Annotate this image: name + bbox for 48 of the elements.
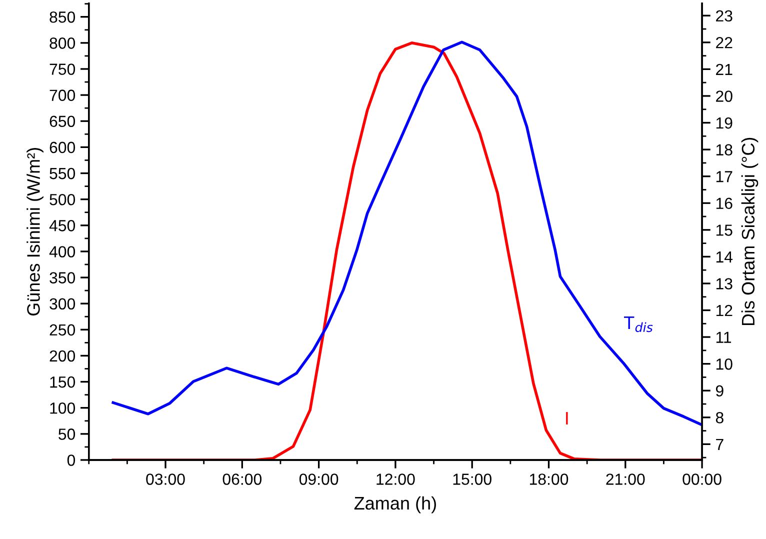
y-tick-label: 450 [49,220,76,232]
y2-tick-label: 16 [716,198,732,210]
y-tick-label: 600 [50,142,76,154]
x-axis-title: Zaman (h) [354,496,436,514]
y-tick-label: 800 [50,38,76,49]
y-tick-label: 350 [50,272,76,284]
y-tick-label: 250 [50,324,76,336]
y2-tick-label: 15 [716,224,732,236]
x-tick-label: 09:00 [299,474,338,485]
y2-tick-label: 12 [716,304,732,316]
y-tick-label: 100 [50,402,76,414]
series-label: T$_{dis}$ [624,316,653,332]
y2-tick-label: 21 [716,64,732,75]
y-tick-label: 750 [50,64,76,75]
y-tick-label: 200 [50,350,76,362]
x-tick-label: 06:00 [222,474,262,485]
series-label: I [566,412,568,424]
y2-axis-title: Dis Ortam Sicakligi (°C) [741,138,758,326]
y-tick-label: 850 [50,11,76,23]
y2-tick-label: 20 [716,90,732,102]
x-tick-label: 18:00 [530,474,568,485]
x-tick-label: 12:00 [376,474,415,485]
y2-tick-label: 7 [716,438,724,450]
y2-tick-label: 14 [716,251,733,262]
y2-tick-label: 9 [716,385,724,397]
y-tick-label: 0 [67,454,76,466]
x-tick-label: 21:00 [606,474,645,485]
y-tick-label: 400 [49,246,76,258]
y-tick-label: 650 [50,116,76,128]
y-tick-label: 50 [58,428,76,440]
y2-tick-label: 19 [716,117,732,129]
y-tick-label: 700 [50,90,76,101]
y-tick-label: 500 [50,194,76,206]
y-axis-title: Günes Isinimi (W/m²) [26,148,44,316]
y2-tick-label: 8 [716,412,724,424]
y2-tick-label: 22 [716,37,732,48]
y-tick-label: 300 [50,298,76,310]
y-tick-label: 150 [50,376,76,388]
x-tick-label: 03:00 [146,474,185,485]
y-tick-label: 550 [50,168,76,180]
y2-tick-label: 23 [716,10,732,22]
x-tick-label: 00:00 [682,474,722,485]
y2-tick-label: 11 [716,332,732,343]
x-tick-label: 15:00 [453,474,492,485]
y2-tick-label: 17 [716,171,732,182]
y2-tick-label: 10 [716,358,732,370]
y2-tick-label: 13 [716,278,732,290]
y2-tick-label: 18 [716,144,732,156]
